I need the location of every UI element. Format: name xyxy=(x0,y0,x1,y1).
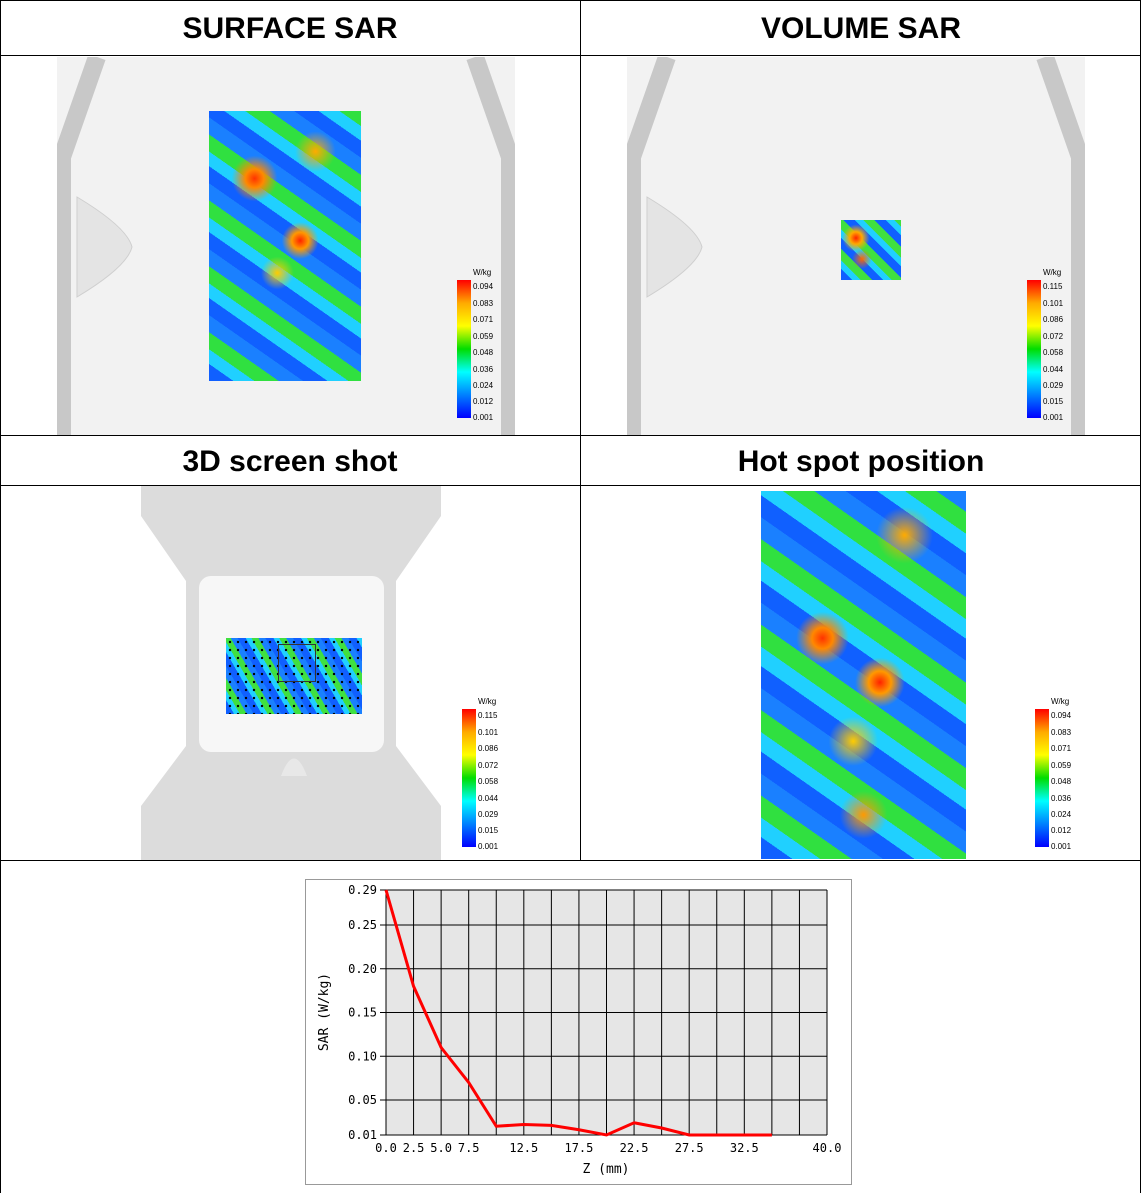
x-tick-label: 32.5 xyxy=(730,1141,759,1155)
colorbar-gradient xyxy=(1035,709,1049,847)
x-tick-label: 7.5 xyxy=(458,1141,480,1155)
3d-screenshot-panel xyxy=(1,486,580,860)
surface-sar-title: SURFACE SAR xyxy=(182,12,398,45)
surface-sar-panel xyxy=(57,57,515,435)
y-tick-label: 0.29 xyxy=(348,883,377,897)
y-tick-label: 0.20 xyxy=(348,962,377,976)
colorbar-gradient xyxy=(457,280,471,418)
3d-sar-overlay xyxy=(226,638,362,714)
colorbar-tick: 0.029 xyxy=(1043,381,1064,390)
colorbar-tick: 0.083 xyxy=(473,299,494,308)
phantom-outline-graphic xyxy=(627,57,1085,435)
colorbar-tick: 0.036 xyxy=(1051,794,1072,803)
x-tick-label: 12.5 xyxy=(509,1141,538,1155)
colorbar-tick: 0.094 xyxy=(473,282,494,291)
hotspot-heatmap xyxy=(761,491,966,859)
y-axis-label: SAR (W/kg) xyxy=(317,973,332,1051)
colorbar-tick: 0.072 xyxy=(478,761,499,770)
volume-sar-title: VOLUME SAR xyxy=(760,12,961,45)
surface-sar-colorbar: W/kg 0.094 0.083 0.071 0.059 0.048 0.036… xyxy=(455,268,515,426)
colorbar-tick: 0.044 xyxy=(1043,365,1064,374)
colorbar-tick: 0.094 xyxy=(1051,711,1072,720)
zscan-chart-svg: 0.29 0.25 0.20 0.15 0.10 0.05 0.010.0 2.5 5.0 7.5… xyxy=(317,883,841,1177)
x-tick-label: 22.5 xyxy=(620,1141,649,1155)
y-tick-label: 0.25 xyxy=(348,918,377,932)
volume-sar-panel xyxy=(627,57,1085,435)
x-tick-label: 17.5 xyxy=(564,1141,593,1155)
colorbar-tick: 0.001 xyxy=(473,413,494,422)
colorbar-tick: 0.044 xyxy=(478,794,499,803)
table-border-row1 xyxy=(0,55,1141,56)
colorbar-unit: W/kg xyxy=(473,268,492,277)
surface-sar-heatmap xyxy=(209,111,361,381)
table-border-top xyxy=(0,0,1141,1)
axis-ticks: 0.29 0.25 0.20 0.15 0.10 0.05 0.010.0 2.5 5.0 7.5… xyxy=(348,883,841,1155)
y-tick-label: 0.10 xyxy=(348,1049,377,1063)
colorbar-tick: 0.015 xyxy=(478,826,499,835)
colorbar-tick: 0.024 xyxy=(473,381,494,390)
x-tick-label: 40.0 xyxy=(813,1141,842,1155)
x-tick-label: 27.5 xyxy=(675,1141,704,1155)
volume-sar-colorbar: W/kg 0.115 0.101 0.086 0.072 0.058 0.044… xyxy=(1025,268,1085,426)
phantom-outline-graphic xyxy=(57,57,515,435)
colorbar-unit: W/kg xyxy=(478,697,497,706)
table-border-left xyxy=(0,0,1,1193)
hotspot-title: Hot spot position xyxy=(737,445,985,478)
sar-series-line xyxy=(384,889,772,1137)
3d-screenshot-title: 3D screen shot xyxy=(182,445,398,478)
x-tick-label: 0.0 xyxy=(375,1141,397,1155)
hotspot-colorbar: W/kg 0.094 0.083 0.071 0.059 0.048 0.036… xyxy=(1033,697,1093,855)
colorbar-tick: 0.083 xyxy=(1051,728,1072,737)
colorbar-gradient xyxy=(1027,280,1041,418)
colorbar-tick: 0.015 xyxy=(1043,397,1064,406)
colorbar-tick: 0.115 xyxy=(478,711,498,720)
colorbar-tick: 0.072 xyxy=(1043,332,1064,341)
x-tick-label: 5.0 xyxy=(430,1141,452,1155)
colorbar-tick: 0.012 xyxy=(1051,826,1072,835)
colorbar-tick: 0.059 xyxy=(473,332,494,341)
colorbar-tick: 0.101 xyxy=(478,728,499,737)
table-border-middle xyxy=(580,0,581,861)
colorbar-tick: 0.036 xyxy=(473,365,494,374)
colorbar-tick: 0.115 xyxy=(1043,282,1063,291)
3d-colorbar: W/kg 0.115 0.101 0.086 0.072 0.058 0.044… xyxy=(460,697,520,855)
volume-sar-heatmap xyxy=(841,220,901,280)
colorbar-tick: 0.058 xyxy=(478,777,499,786)
colorbar-tick: 0.048 xyxy=(1051,777,1072,786)
colorbar-tick: 0.024 xyxy=(1051,810,1072,819)
colorbar-tick: 0.101 xyxy=(1043,299,1064,308)
x-tick-label: 2.5 xyxy=(403,1141,425,1155)
grid-lines xyxy=(380,889,828,1136)
colorbar-tick: 0.071 xyxy=(473,315,494,324)
table-border-row3 xyxy=(0,485,1141,486)
y-tick-label: 0.01 xyxy=(348,1128,377,1142)
colorbar-tick: 0.048 xyxy=(473,348,494,357)
colorbar-tick: 0.012 xyxy=(473,397,494,406)
table-border-row2 xyxy=(0,435,1141,436)
colorbar-tick: 0.059 xyxy=(1051,761,1072,770)
colorbar-tick: 0.086 xyxy=(478,744,499,753)
colorbar-tick: 0.001 xyxy=(478,842,499,851)
colorbar-tick: 0.029 xyxy=(478,810,499,819)
x-axis-label: Z (mm) xyxy=(583,1162,630,1177)
colorbar-unit: W/kg xyxy=(1043,268,1062,277)
colorbar-gradient xyxy=(462,709,476,847)
colorbar-tick: 0.058 xyxy=(1043,348,1064,357)
colorbar-tick: 0.071 xyxy=(1051,744,1072,753)
colorbar-tick: 0.001 xyxy=(1051,842,1072,851)
zscan-chart: 0.29 0.25 0.20 0.15 0.10 0.05 0.01 0.0 2.5 5.0 7.5… xyxy=(305,879,852,1185)
colorbar-tick: 0.086 xyxy=(1043,315,1064,324)
table-border-row4 xyxy=(0,860,1141,861)
colorbar-tick: 0.001 xyxy=(1043,413,1064,422)
3d-zoom-box xyxy=(278,644,316,682)
y-tick-label: 0.15 xyxy=(348,1006,377,1020)
y-tick-label: 0.05 xyxy=(348,1093,377,1107)
colorbar-unit: W/kg xyxy=(1051,697,1070,706)
